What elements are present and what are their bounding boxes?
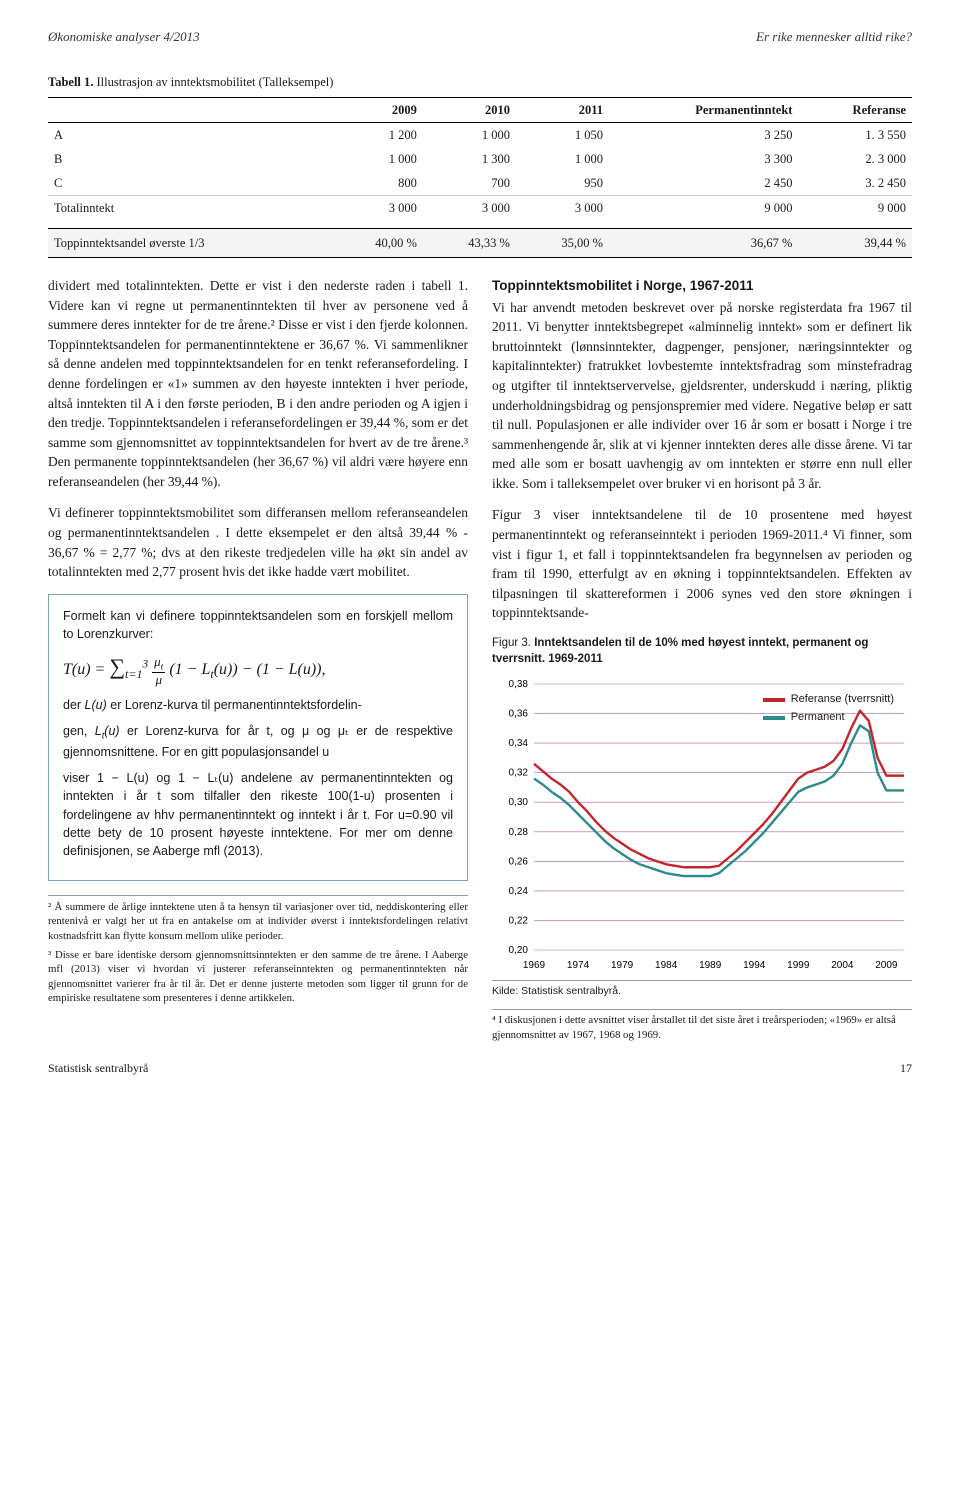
formula-line: viser 1 − L(u) og 1 − Lₜ(u) andelene av … <box>63 769 453 860</box>
chart-legend: Referanse (tverrsnitt) Permanent <box>763 692 894 728</box>
formula-box: Formelt kan vi definere toppinntektsande… <box>48 594 468 881</box>
formula-intro: Formelt kan vi definere toppinntektsande… <box>63 607 453 643</box>
formula-line: der L(u) er Lorenz-kurva til permanentin… <box>63 696 453 714</box>
page-number: 17 <box>900 1060 912 1077</box>
page-footer: Statistisk sentralbyrå 17 <box>48 1060 912 1077</box>
table-row: B1 0001 3001 0003 3002. 3 000 <box>48 147 912 171</box>
header-left: Økonomiske analyser 4/2013 <box>48 28 200 47</box>
footnotes-left: ² Å summere de årlige inntektene uten å … <box>48 895 468 1006</box>
para: Figur 3 viser inntektsandelene til de 10… <box>492 505 912 622</box>
formula-line: gen, Lt(u) er Lorenz-kurva for år t, og … <box>63 722 453 761</box>
col-header: Permanentinntekt <box>609 97 798 122</box>
col-header: 2011 <box>516 97 609 122</box>
footnote: ² Å summere de årlige inntektene uten å … <box>48 900 468 944</box>
col-header: 2009 <box>330 97 423 122</box>
para: Vi definerer toppinntektsmobilitet som d… <box>48 503 468 581</box>
figure-caption: Figur 3. Inntektsandelen til de 10% med … <box>492 635 912 668</box>
footer-left: Statistisk sentralbyrå <box>48 1060 148 1077</box>
table-row: A1 2001 0001 0503 2501. 3 550 <box>48 123 912 148</box>
line-chart: 0,20 0,22 0,24 0,26 0,28 0,30 0,32 0,34 0,36 0,38… <box>492 674 912 974</box>
svg-text:2009: 2009 <box>875 960 898 971</box>
svg-text:0,24: 0,24 <box>509 886 529 897</box>
legend-ref: Referanse (tverrsnitt) <box>791 692 894 708</box>
svg-text:0,36: 0,36 <box>509 709 529 720</box>
svg-text:0,32: 0,32 <box>509 768 529 779</box>
svg-text:2004: 2004 <box>831 960 854 971</box>
svg-text:1999: 1999 <box>787 960 810 971</box>
svg-text:0,34: 0,34 <box>509 738 529 749</box>
table-caption: Tabell 1. Illustrasjon av inntektsmobili… <box>48 73 912 91</box>
section-heading: Toppinntektsmobilitet i Norge, 1967-2011 <box>492 276 912 296</box>
footnote: ³ Disse er bare identiske dersom gjennom… <box>48 948 468 1006</box>
col-header: Referanse <box>798 97 912 122</box>
svg-text:1984: 1984 <box>655 960 678 971</box>
footnote-right: ⁴ I diskusjonen i dette avsnittet viser … <box>492 1009 912 1042</box>
table-row: C8007009502 4503. 2 450 <box>48 171 912 196</box>
svg-text:1994: 1994 <box>743 960 766 971</box>
running-header: Økonomiske analyser 4/2013 Er rike menne… <box>48 28 912 47</box>
svg-text:1969: 1969 <box>523 960 546 971</box>
header-right: Er rike mennesker alltid rike? <box>756 28 912 47</box>
left-column: dividert med totalinntekten. Dette er vi… <box>48 276 468 1042</box>
svg-text:1989: 1989 <box>699 960 722 971</box>
right-column: Toppinntektsmobilitet i Norge, 1967-2011… <box>492 276 912 1042</box>
col-header <box>48 97 330 122</box>
svg-text:0,26: 0,26 <box>509 856 529 867</box>
svg-text:0,38: 0,38 <box>509 679 529 690</box>
svg-text:1979: 1979 <box>611 960 634 971</box>
svg-text:0,28: 0,28 <box>509 827 529 838</box>
chart-source: Kilde: Statistisk sentralbyrå. <box>492 980 912 999</box>
share-row: Toppinntektsandel øverste 1/340,00 %43,3… <box>48 229 912 258</box>
svg-text:0,20: 0,20 <box>509 945 529 956</box>
para: dividert med totalinntekten. Dette er vi… <box>48 276 468 491</box>
formula: T(u) = ∑t=13 μtμ (1 − Lt(u)) − (1 − L(u)… <box>63 651 453 686</box>
para: Vi har anvendt metoden beskrevet over på… <box>492 298 912 494</box>
total-row: Totalinntekt3 0003 0003 0009 0009 000 <box>48 196 912 221</box>
legend-perm: Permanent <box>791 710 845 726</box>
svg-text:1974: 1974 <box>567 960 590 971</box>
example-table: 200920102011PermanentinntektReferanse A1… <box>48 97 912 258</box>
svg-text:0,30: 0,30 <box>509 797 529 808</box>
svg-text:0,22: 0,22 <box>509 916 529 927</box>
col-header: 2010 <box>423 97 516 122</box>
